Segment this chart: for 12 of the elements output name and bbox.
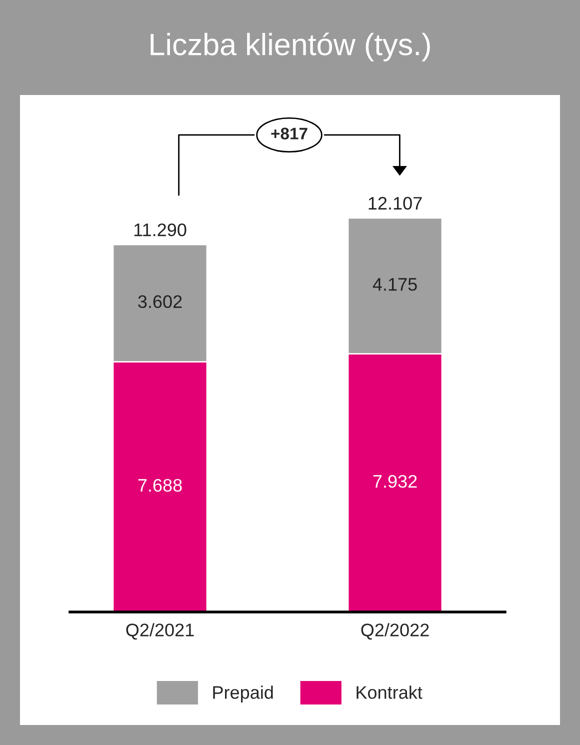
text: +817 (271, 128, 308, 140)
data-label: 3.602 (138, 295, 182, 308)
legend-label: Kontrakt (356, 686, 422, 699)
x-tick-label: Q2/2022 (361, 623, 429, 640)
data-label: 4.175 (372, 278, 417, 291)
data-label: 7.688 (138, 478, 182, 492)
data-label: 7.932 (373, 474, 417, 488)
total-label: 11.290 (134, 223, 186, 236)
chart-title: Liczba klientów (tys.) (150, 32, 430, 62)
legend-label: Prepaid (213, 686, 273, 702)
x-tick-label: Q2/2021 (126, 623, 194, 640)
total-label: 12.107 (368, 196, 422, 210)
